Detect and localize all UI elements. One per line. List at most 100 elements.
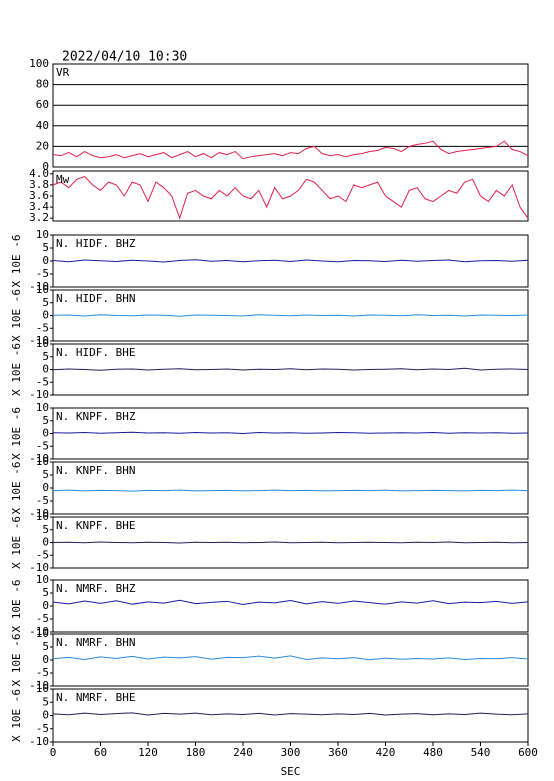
- y-tick-label: 5: [42, 241, 49, 254]
- x-tick-label: 540: [471, 746, 491, 759]
- y-axis-label: X 10E -6: [10, 580, 23, 633]
- y-tick-label: -10: [29, 679, 49, 692]
- y-axis-label: X 10E -6: [10, 689, 23, 742]
- x-tick-label: 300: [281, 746, 301, 759]
- y-tick-label: 20: [36, 139, 49, 152]
- y-tick-label: -5: [36, 494, 49, 507]
- y-tick-label: -10: [29, 561, 49, 574]
- y-tick-label: 5: [42, 350, 49, 363]
- y-tick-label: -5: [36, 267, 49, 280]
- y-tick-label: 10: [36, 455, 49, 468]
- y-tick-label: -5: [36, 666, 49, 679]
- y-tick-label: 80: [36, 78, 49, 91]
- y-tick-label: 100: [29, 57, 49, 70]
- y-axis-label: X 10E -6: [10, 407, 23, 460]
- y-tick-label: 3.6: [29, 189, 49, 202]
- y-tick-label: 0: [42, 254, 49, 267]
- y-tick-label: -10: [29, 280, 49, 293]
- trace-label: N. KNPF. BHZ: [56, 410, 136, 423]
- y-tick-label: 0: [42, 709, 49, 722]
- trace-label: N. KNPF. BHN: [56, 464, 135, 477]
- trace: [52, 431, 529, 435]
- chart-title: 2022/04/10 10:30: [62, 50, 187, 65]
- y-tick-label: 10: [36, 401, 49, 414]
- trace-label: N. NMRF. BHE: [56, 691, 135, 704]
- y-tick-label: 0: [42, 599, 49, 612]
- x-tick-label: 420: [376, 746, 396, 759]
- y-axis-label: X 10E -6: [10, 289, 23, 342]
- y-tick-label: 5: [42, 523, 49, 536]
- y-tick-label: 10: [36, 510, 49, 523]
- y-tick-label: -5: [36, 722, 49, 735]
- y-tick-label: 60: [36, 98, 49, 111]
- y-tick-label: -10: [29, 735, 49, 748]
- y-axis-label: X 10E -6: [10, 235, 23, 288]
- y-tick-label: -5: [36, 612, 49, 625]
- x-tick-label: 60: [94, 746, 107, 759]
- y-tick-label: 0: [42, 536, 49, 549]
- x-axis-label: SEC: [281, 765, 301, 778]
- y-axis-label: X 10E -6: [10, 343, 23, 396]
- x-tick-label: 120: [138, 746, 158, 759]
- trace-label: VR: [56, 66, 70, 79]
- y-tick-label: 3.8: [29, 178, 49, 191]
- trace-label: Mw: [56, 173, 70, 186]
- y-tick-label: 10: [36, 283, 49, 296]
- trace: [52, 140, 529, 160]
- trace: [52, 541, 529, 544]
- y-axis-label: X 10E -6: [10, 516, 23, 569]
- x-tick-label: 600: [518, 746, 538, 759]
- y-tick-label: 40: [36, 119, 49, 132]
- trace-label: N. NMRF. BHZ: [56, 582, 136, 595]
- y-tick-label: 10: [36, 337, 49, 350]
- y-tick-label: -5: [36, 439, 49, 452]
- y-tick-label: 0: [42, 427, 49, 440]
- y-tick-label: -5: [36, 321, 49, 334]
- y-tick-label: 3.2: [29, 211, 49, 224]
- x-tick-label: 180: [186, 746, 206, 759]
- y-axis-label: X 10E -6: [10, 462, 23, 515]
- trace-label: N. HIDF. BHN: [56, 292, 135, 305]
- y-tick-label: -5: [36, 375, 49, 388]
- y-tick-label: 5: [42, 586, 49, 599]
- y-tick-label: -10: [29, 507, 49, 520]
- y-tick-label: 0: [42, 309, 49, 322]
- y-tick-label: -10: [29, 334, 49, 347]
- y-tick-label: -10: [29, 452, 49, 465]
- trace-label: N. NMRF. BHN: [56, 636, 135, 649]
- y-tick-label: -5: [36, 548, 49, 561]
- y-axis-label: X 10E -6: [10, 634, 23, 687]
- y-tick-label: 5: [42, 414, 49, 427]
- trace-label: N. HIDF. BHE: [56, 346, 135, 359]
- x-tick-label: 0: [50, 746, 57, 759]
- trace: [52, 314, 529, 317]
- y-tick-label: 5: [42, 640, 49, 653]
- trace: [52, 489, 529, 492]
- x-tick-label: 360: [328, 746, 348, 759]
- trace-label: N. HIDF. BHZ: [56, 237, 136, 250]
- trace-label: N. KNPF. BHE: [56, 519, 135, 532]
- y-tick-label: 0: [42, 653, 49, 666]
- y-tick-label: 0: [42, 481, 49, 494]
- trace: [52, 367, 529, 371]
- trace: [52, 175, 529, 220]
- y-tick-label: 4.0: [29, 167, 49, 180]
- trace: [52, 655, 529, 661]
- y-tick-label: 10: [36, 573, 49, 586]
- trace: [52, 712, 529, 716]
- y-tick-label: 5: [42, 695, 49, 708]
- trace: [52, 259, 529, 263]
- y-tick-label: 3.4: [29, 200, 49, 213]
- y-tick-label: 10: [36, 228, 49, 241]
- x-tick-label: 480: [423, 746, 443, 759]
- y-tick-label: 0: [42, 363, 49, 376]
- y-tick-label: 5: [42, 468, 49, 481]
- y-tick-label: 0: [42, 160, 49, 173]
- x-tick-label: 240: [233, 746, 253, 759]
- y-tick-label: -10: [29, 388, 49, 401]
- y-tick-label: 10: [36, 627, 49, 640]
- y-tick-label: -10: [29, 625, 49, 638]
- trace: [52, 599, 529, 605]
- y-tick-label: 10: [36, 682, 49, 695]
